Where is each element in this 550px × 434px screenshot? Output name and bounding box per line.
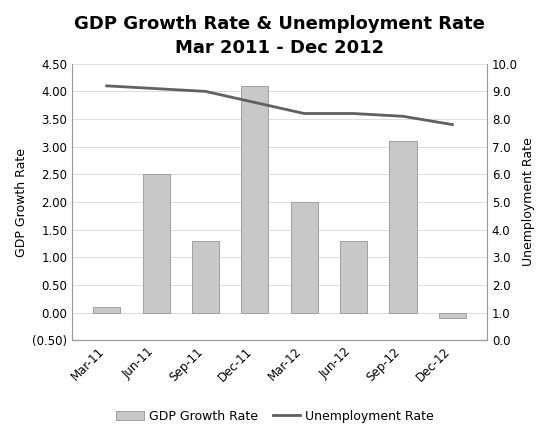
Title: GDP Growth Rate & Unemployment Rate
Mar 2011 - Dec 2012: GDP Growth Rate & Unemployment Rate Mar … [74, 15, 485, 56]
Bar [93, 307, 120, 313]
Bar [192, 241, 219, 313]
Bar [340, 241, 367, 313]
Bar [439, 313, 466, 318]
Legend: GDP Growth Rate, Unemployment Rate: GDP Growth Rate, Unemployment Rate [111, 405, 439, 428]
Bar [241, 86, 268, 313]
Bar [389, 141, 416, 313]
Bar [290, 202, 318, 313]
Y-axis label: GDP Growth Rate: GDP Growth Rate [15, 148, 28, 256]
Bar [142, 174, 170, 313]
Y-axis label: Unemployment Rate: Unemployment Rate [522, 138, 535, 266]
